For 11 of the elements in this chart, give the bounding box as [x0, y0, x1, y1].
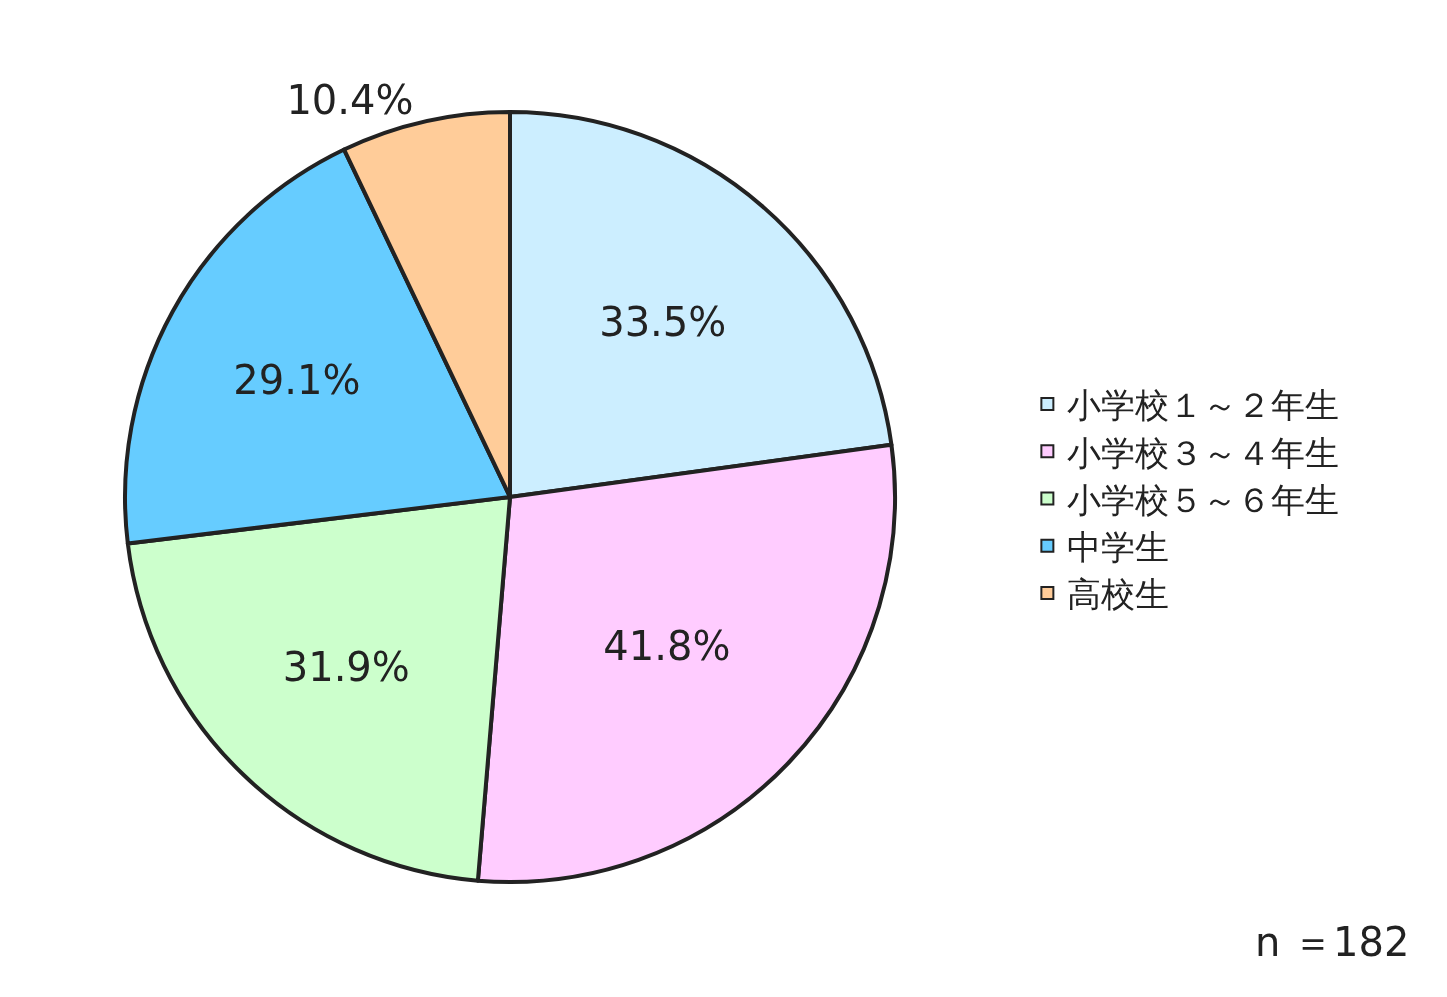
- text: n ＝182: [1255, 919, 1410, 965]
- legend-label: 小学校３～４年生: [1067, 432, 1340, 473]
- data-label: 29.1%: [233, 356, 361, 403]
- data-label: 41.8%: [603, 622, 731, 669]
- legend-label: 中学生: [1067, 526, 1170, 567]
- legend-label: 小学校１～２年生: [1067, 385, 1340, 426]
- data-label: 31.9%: [282, 643, 410, 690]
- data-label: 10.4%: [286, 76, 414, 123]
- data-label: 33.5%: [599, 298, 727, 345]
- legend-label: 高校生: [1067, 574, 1170, 615]
- legend-label: 小学校５～６年生: [1067, 479, 1340, 520]
